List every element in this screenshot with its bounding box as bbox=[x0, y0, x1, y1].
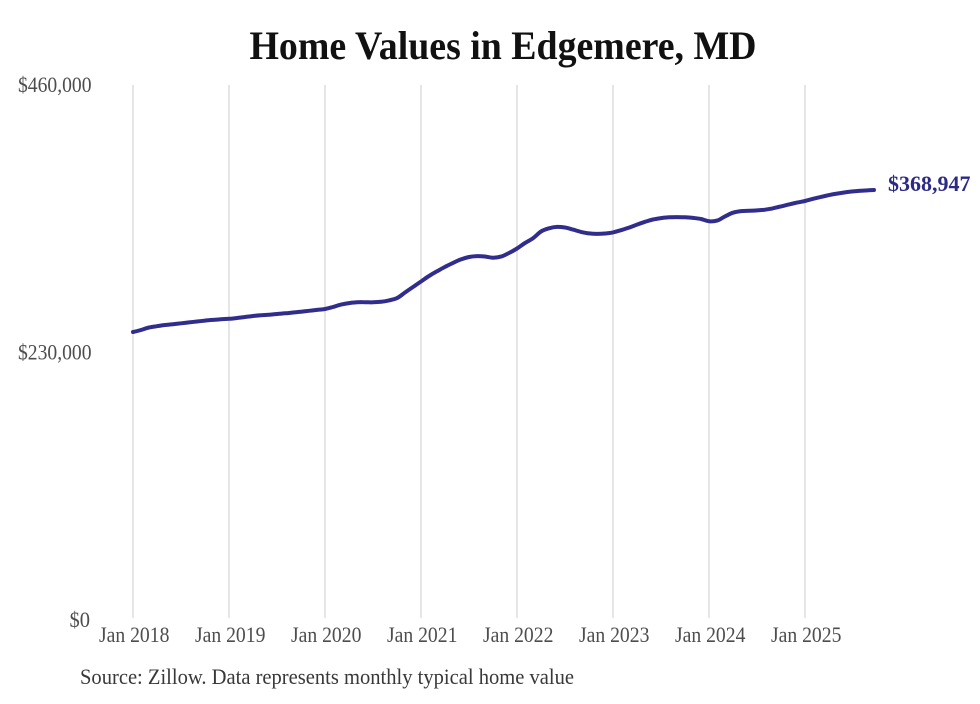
svg-text:Jan 2023: Jan 2023 bbox=[579, 622, 650, 647]
svg-text:Home Values in Edgemere, MD: Home Values in Edgemere, MD bbox=[250, 23, 757, 68]
svg-text:$0: $0 bbox=[70, 607, 91, 632]
svg-text:Source: Zillow. Data represent: Source: Zillow. Data represents monthly … bbox=[80, 664, 574, 689]
svg-text:$460,000: $460,000 bbox=[18, 72, 92, 97]
svg-text:$368,947: $368,947 bbox=[888, 171, 971, 196]
svg-text:Jan 2024: Jan 2024 bbox=[675, 622, 746, 647]
svg-text:Jan 2018: Jan 2018 bbox=[99, 622, 170, 647]
svg-text:Jan 2019: Jan 2019 bbox=[195, 622, 266, 647]
svg-text:Jan 2021: Jan 2021 bbox=[387, 622, 458, 647]
svg-text:Jan 2025: Jan 2025 bbox=[771, 622, 842, 647]
svg-text:Jan 2020: Jan 2020 bbox=[291, 622, 362, 647]
svg-text:$230,000: $230,000 bbox=[18, 340, 92, 365]
svg-text:Jan 2022: Jan 2022 bbox=[483, 622, 554, 647]
